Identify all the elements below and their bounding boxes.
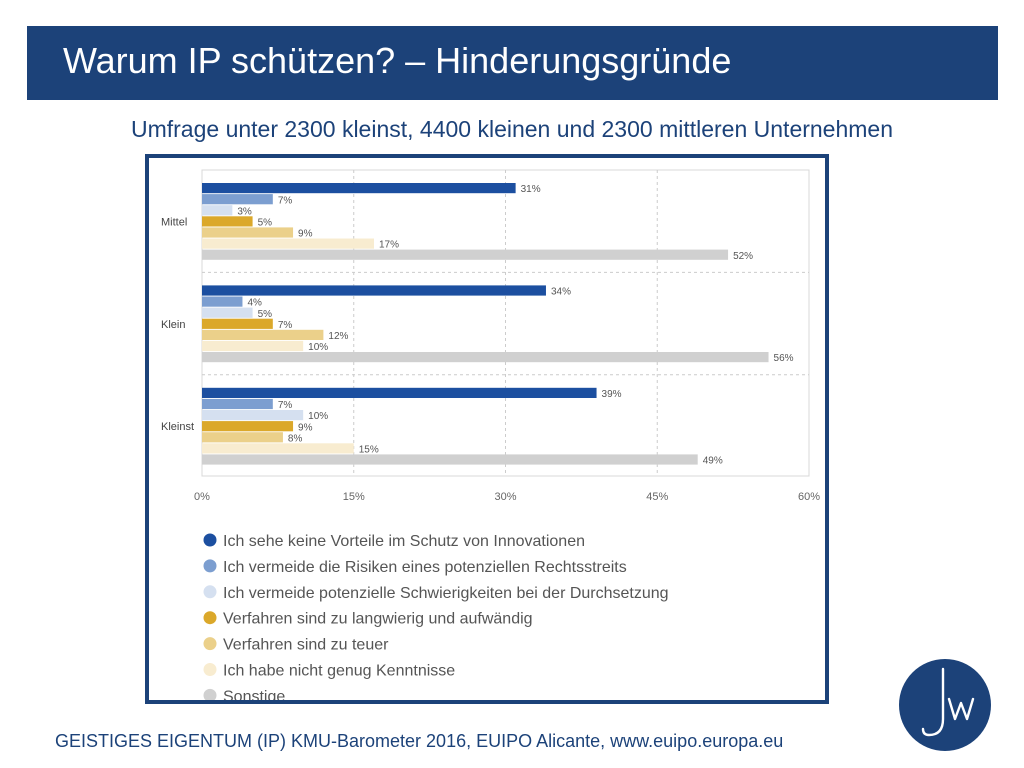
category-label: Mittel bbox=[161, 216, 187, 228]
data-label: 5% bbox=[258, 309, 273, 320]
bar bbox=[202, 183, 516, 194]
chart-frame: 0% 15% 30% 45% 60% Mittel 31% 7% 3% 5% 9% 17% 52% Kle… bbox=[145, 154, 829, 704]
data-label: 7% bbox=[278, 400, 293, 411]
legend-marker bbox=[203, 688, 217, 700]
bar bbox=[202, 249, 729, 260]
bar bbox=[202, 432, 283, 443]
legend-label: Verfahren sind zu teuer bbox=[223, 637, 389, 654]
slide-subtitle: Umfrage unter 2300 kleinst, 4400 kleinen… bbox=[130, 116, 894, 142]
data-label: 52% bbox=[733, 251, 753, 262]
legend-marker bbox=[203, 663, 217, 676]
data-label: 4% bbox=[247, 298, 262, 309]
bar bbox=[202, 285, 546, 296]
bar bbox=[202, 194, 273, 205]
data-label: 39% bbox=[602, 389, 622, 400]
data-label: 49% bbox=[703, 456, 723, 467]
bar bbox=[202, 238, 374, 249]
data-label: 15% bbox=[359, 445, 379, 456]
jw-monogram-icon bbox=[899, 659, 991, 751]
bar bbox=[202, 421, 294, 432]
footer-source: GEISTIGES EIGENTUM (IP) KMU-Barometer 20… bbox=[55, 731, 784, 751]
bar bbox=[202, 318, 273, 329]
data-label: 31% bbox=[521, 184, 541, 195]
data-label: 5% bbox=[258, 218, 273, 229]
bar bbox=[202, 227, 294, 238]
x-tick-label: 15% bbox=[343, 491, 365, 503]
x-tick-label: 45% bbox=[646, 491, 668, 503]
slide-title: Warum IP schützen? – Hinderungsgründe bbox=[63, 40, 732, 81]
data-label: 8% bbox=[288, 433, 303, 444]
data-label: 10% bbox=[308, 342, 328, 353]
data-label: 56% bbox=[774, 353, 794, 364]
bar bbox=[202, 352, 769, 363]
category-label: Klein bbox=[161, 319, 185, 331]
data-label: 7% bbox=[278, 195, 293, 206]
bar bbox=[202, 329, 324, 340]
data-label: 9% bbox=[298, 229, 313, 240]
data-label: 3% bbox=[237, 206, 252, 217]
x-tick-label: 60% bbox=[798, 491, 820, 503]
legend-label: Ich vermeide die Risiken eines potenziel… bbox=[223, 559, 627, 576]
bar-chart: 0% 15% 30% 45% 60% Mittel 31% 7% 3% 5% 9% 17% 52% Kle… bbox=[161, 169, 820, 700]
bar bbox=[202, 340, 304, 352]
x-tick-label: 30% bbox=[494, 491, 516, 503]
title-bar: Warum IP schützen? – Hinderungsgründe bbox=[27, 26, 998, 100]
legend-label: Ich vermeide potenzielle Schwierigkeiten… bbox=[223, 585, 669, 602]
data-label: 17% bbox=[379, 240, 399, 251]
legend-label: Ich sehe keine Vorteile im Schutz von In… bbox=[223, 533, 585, 550]
bar bbox=[202, 307, 253, 318]
bar bbox=[202, 443, 354, 454]
data-label: 12% bbox=[328, 331, 348, 342]
legend-label: Sonstige bbox=[223, 688, 285, 700]
category-label: Kleinst bbox=[161, 421, 194, 433]
bar bbox=[202, 387, 597, 398]
data-label: 9% bbox=[298, 422, 313, 433]
x-tick-label: 0% bbox=[194, 491, 210, 503]
bar bbox=[202, 410, 304, 421]
data-label: 10% bbox=[308, 411, 328, 422]
data-label: 34% bbox=[551, 287, 571, 298]
legend-marker bbox=[203, 585, 217, 599]
legend-marker bbox=[203, 611, 217, 625]
bar bbox=[202, 216, 253, 227]
data-label: 7% bbox=[278, 320, 293, 331]
bar bbox=[202, 454, 698, 465]
bar bbox=[202, 205, 233, 216]
legend-marker bbox=[203, 559, 217, 573]
legend-label: Ich habe nicht genug Kenntnisse bbox=[223, 663, 455, 680]
bar bbox=[202, 296, 243, 307]
legend-marker bbox=[203, 637, 217, 651]
bar bbox=[202, 398, 273, 410]
legend-marker bbox=[203, 533, 217, 547]
legend-label: Verfahren sind zu langwierig und aufwänd… bbox=[223, 611, 533, 628]
